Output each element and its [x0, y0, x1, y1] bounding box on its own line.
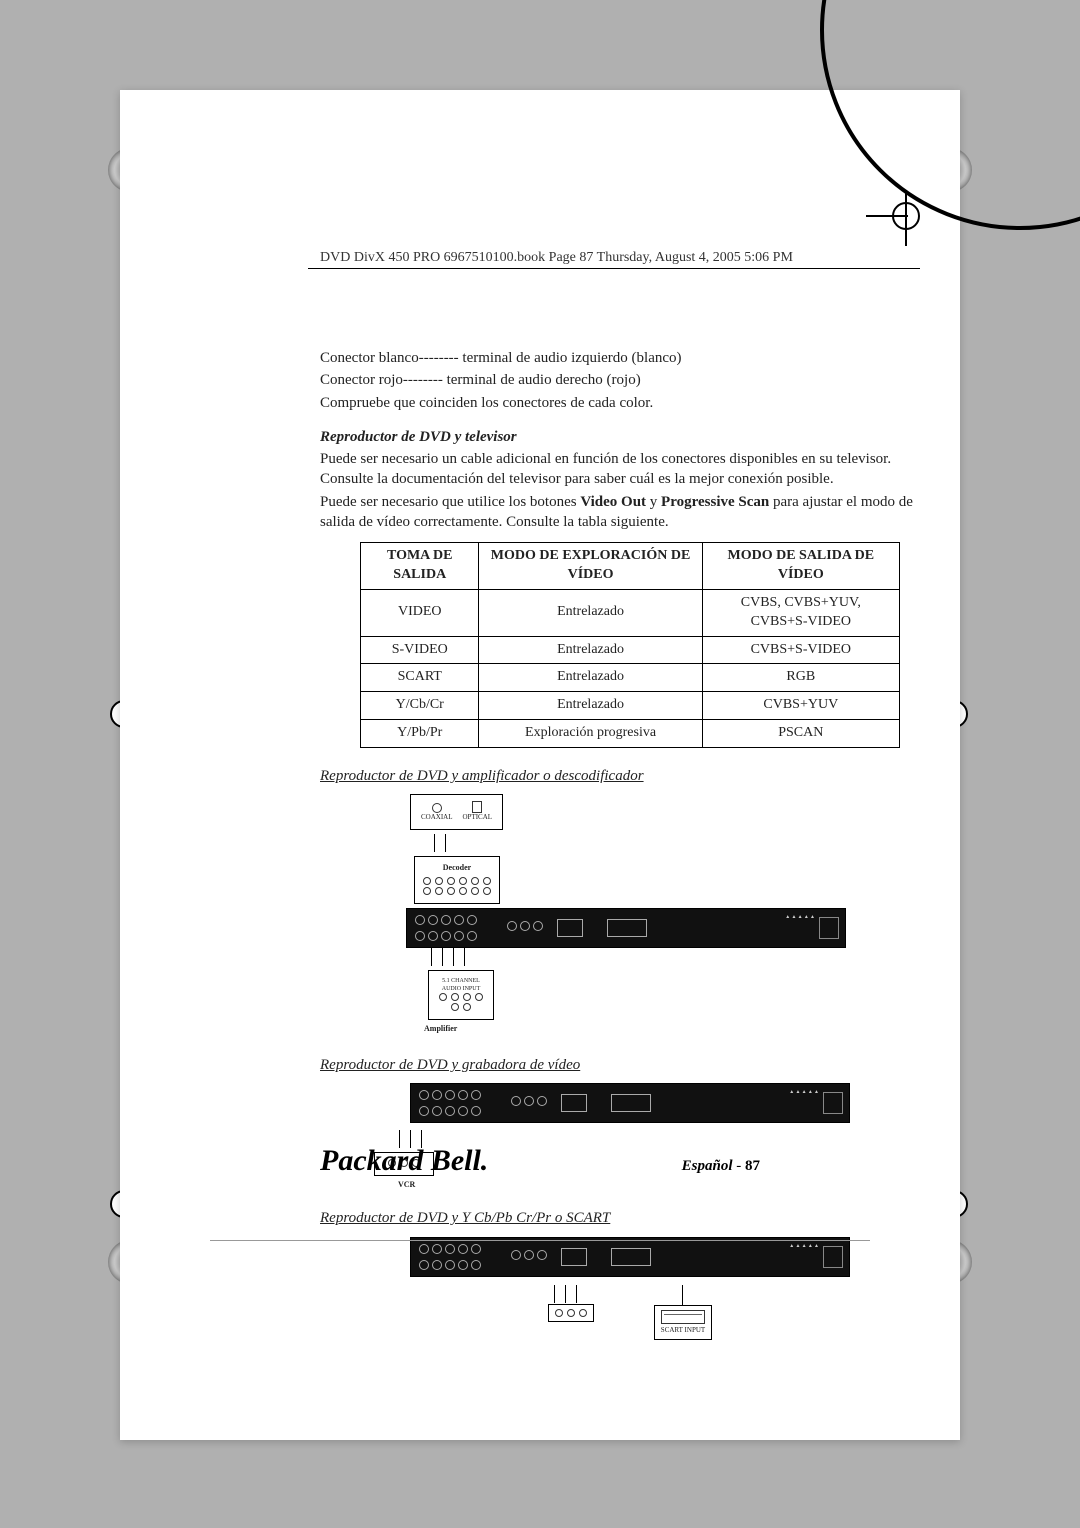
coaxial-label: COAXIAL: [421, 813, 453, 822]
section-tv-p1: Puede ser necesario un cable adicional e…: [320, 449, 940, 490]
scart-in-box: SCART INPUT: [654, 1305, 712, 1340]
page-number: Español - 87: [682, 1158, 760, 1175]
th-1: MODO DE EXPLORACIÓN DE VÍDEO: [479, 543, 702, 590]
th-0: TOMA DE SALIDA: [361, 543, 479, 590]
section-scart-title: Reproductor de DVD y Y Cb/Pb Cr/Pr o SCA…: [320, 1208, 940, 1228]
scart-label: SCART INPUT: [661, 1326, 705, 1335]
p2b: Video Out: [580, 494, 646, 510]
video-mode-table: TOMA DE SALIDA MODO DE EXPLORACIÓN DE VÍ…: [360, 542, 900, 748]
section-vcr-title: Reproductor de DVD y grabadora de vídeo: [320, 1055, 940, 1075]
amplifier-label: Amplifier: [424, 1024, 498, 1035]
cell: SCART: [361, 664, 479, 692]
table-row: S-VIDEOEntrelazadoCVBS+S-VIDEO: [361, 636, 900, 664]
section-tv-title: Reproductor de DVD y televisor: [320, 427, 940, 447]
cell: Entrelazado: [479, 589, 702, 636]
component-in-box: [548, 1304, 594, 1322]
intro-white: Conector blanco-------- terminal de audi…: [320, 348, 940, 368]
dvd-back-panel-3: ▲ ▲ ▲ ▲ ▲: [410, 1237, 850, 1277]
intro-red: Conector rojo-------- terminal de audio …: [320, 370, 940, 390]
content-area: Conector blanco-------- terminal de audi…: [320, 348, 940, 1354]
intro-check: Compruebe que coinciden los conectores d…: [320, 393, 940, 413]
print-header: DVD DivX 450 PRO 6967510100.book Page 87…: [320, 250, 793, 266]
cell: Exploración progresiva: [479, 720, 702, 748]
brand-logo: Packard Bell.: [320, 1144, 488, 1178]
vcr-label: VCR: [398, 1180, 940, 1191]
cell: Entrelazado: [479, 664, 702, 692]
cell: Y/Pb/Pr: [361, 720, 479, 748]
dvd-back-panel-2: ▲ ▲ ▲ ▲ ▲: [410, 1083, 850, 1123]
header-rule: [308, 268, 920, 269]
dvd-back-panel: ▲ ▲ ▲ ▲ ▲: [406, 908, 846, 948]
cell: Entrelazado: [479, 692, 702, 720]
footer-page: 87: [745, 1158, 760, 1174]
cell: Y/Cb/Cr: [361, 692, 479, 720]
cell: Entrelazado: [479, 636, 702, 664]
optical-label: OPTICAL: [463, 813, 493, 822]
section-tv-p2: Puede ser necesario que utilice los boto…: [320, 492, 940, 533]
diagram-scart: ▲ ▲ ▲ ▲ ▲ SCART INPUT: [320, 1237, 940, 1341]
cell: VIDEO: [361, 589, 479, 636]
cell: CVBS, CVBS+YUV, CVBS+S-VIDEO: [702, 589, 899, 636]
table-row: Y/Cb/CrEntrelazadoCVBS+YUV: [361, 692, 900, 720]
p2a: Puede ser necesario que utilice los boto…: [320, 494, 580, 510]
page: DVD DivX 450 PRO 6967510100.book Page 87…: [120, 90, 960, 1440]
table-row: Y/Pb/PrExploración progresivaPSCAN: [361, 720, 900, 748]
corner-arc: [820, 0, 1080, 230]
cell: CVBS+S-VIDEO: [702, 636, 899, 664]
crosshair-tr-inner: [892, 202, 920, 230]
footer-sep: -: [733, 1158, 746, 1174]
decoder-label: Decoder: [423, 863, 491, 874]
cell: S-VIDEO: [361, 636, 479, 664]
footer-lang: Español: [682, 1158, 733, 1174]
table-row: VIDEOEntrelazadoCVBS, CVBS+YUV, CVBS+S-V…: [361, 589, 900, 636]
coax-opt-box: COAXIAL OPTICAL: [410, 794, 503, 829]
footer: Packard Bell. Español - 87: [320, 1144, 760, 1178]
p2d: Progressive Scan: [661, 494, 769, 510]
amp-connector-box: 5.1 CHANNEL AUDIO INPUT: [428, 970, 494, 1020]
p2c: y: [646, 494, 661, 510]
diagram-amp: COAXIAL OPTICAL Decoder: [320, 794, 940, 1037]
cell: PSCAN: [702, 720, 899, 748]
decoder-box: Decoder: [414, 856, 500, 904]
section-amp-title: Reproductor de DVD y amplificador o desc…: [320, 766, 940, 786]
cell: CVBS+YUV: [702, 692, 899, 720]
table-row: SCARTEntrelazadoRGB: [361, 664, 900, 692]
cell: RGB: [702, 664, 899, 692]
th-2: MODO DE SALIDA DE VÍDEO: [702, 543, 899, 590]
footer-rule: [210, 1240, 870, 1241]
